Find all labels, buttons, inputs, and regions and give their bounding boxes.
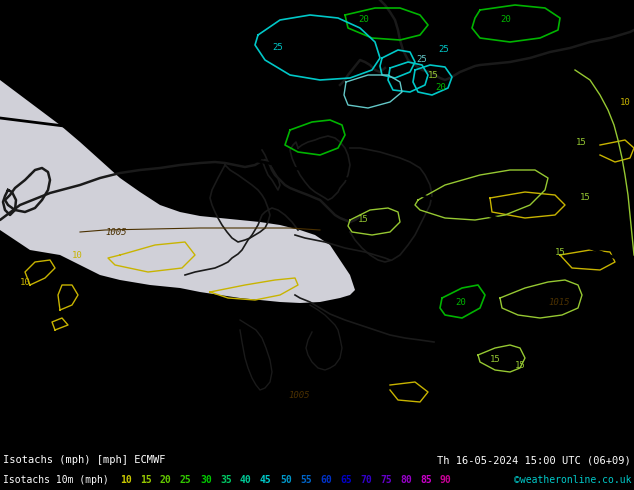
Text: 65: 65 (340, 475, 352, 485)
Text: 20: 20 (500, 15, 511, 24)
Text: 55: 55 (300, 475, 312, 485)
Text: 70: 70 (360, 475, 372, 485)
Text: 85: 85 (420, 475, 432, 485)
Text: 45: 45 (260, 475, 272, 485)
Text: 15: 15 (140, 475, 152, 485)
Text: 10: 10 (620, 98, 631, 107)
Text: 35: 35 (220, 475, 232, 485)
Text: Isotachs (mph) [mph] ECMWF: Isotachs (mph) [mph] ECMWF (3, 455, 165, 465)
Text: 1005: 1005 (105, 228, 127, 237)
Text: 20: 20 (455, 298, 466, 307)
Text: 50: 50 (280, 475, 292, 485)
Text: 15: 15 (580, 193, 591, 202)
Text: 75: 75 (380, 475, 392, 485)
Text: ©weatheronline.co.uk: ©weatheronline.co.uk (514, 475, 631, 485)
Text: 10: 10 (72, 251, 83, 260)
Text: Isotachs 10m (mph): Isotachs 10m (mph) (3, 475, 109, 485)
Text: 20: 20 (160, 475, 172, 485)
Text: 10: 10 (120, 475, 132, 485)
Text: 25: 25 (272, 43, 283, 52)
Text: 25: 25 (416, 55, 427, 64)
Text: 40: 40 (240, 475, 252, 485)
Text: 20: 20 (435, 83, 446, 92)
Text: 1005: 1005 (288, 391, 309, 400)
Text: 15: 15 (490, 355, 501, 364)
Text: 1015: 1015 (548, 298, 569, 307)
Text: 15: 15 (555, 248, 566, 257)
Text: 90: 90 (440, 475, 452, 485)
Text: 30: 30 (200, 475, 212, 485)
Text: 60: 60 (320, 475, 332, 485)
Text: 15: 15 (428, 71, 439, 80)
Polygon shape (0, 138, 30, 190)
Text: 10: 10 (20, 278, 31, 287)
Text: 80: 80 (400, 475, 411, 485)
Polygon shape (0, 0, 355, 303)
Text: 15: 15 (576, 138, 586, 147)
Text: 25: 25 (180, 475, 191, 485)
Text: 25: 25 (438, 45, 449, 54)
Text: 15: 15 (515, 361, 526, 370)
Text: Th 16-05-2024 15:00 UTC (06+09): Th 16-05-2024 15:00 UTC (06+09) (437, 455, 631, 465)
Text: 20: 20 (358, 15, 369, 24)
Text: 15: 15 (358, 215, 369, 224)
